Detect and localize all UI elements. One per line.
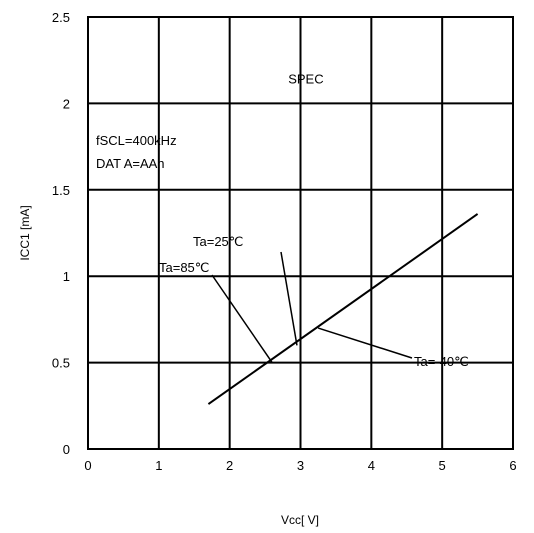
y-tick-label: 2.5 [52,10,70,25]
x-tick-label: 4 [368,458,375,473]
annotation-leader-1 [280,251,298,346]
series-line-0 [207,213,479,405]
x-tick-label: 1 [155,458,162,473]
y-tick-label: 1.5 [52,183,70,198]
y-tick-label: 0.5 [52,356,70,371]
x-tick-labels: 0 1 2 3 4 5 6 [84,458,516,473]
series-group [207,213,479,405]
label-ta-85: Ta=85℃ [159,260,209,275]
x-axis-label: Vcc[ V] [281,513,319,527]
y-tick-label: 1 [63,269,70,284]
condition-data: DAT A=AAh [96,156,165,171]
x-tick-label: 6 [509,458,516,473]
label-ta-minus-40: Ta=-40℃ [414,354,469,369]
x-tick-label: 3 [297,458,304,473]
x-tick-label: 0 [84,458,91,473]
annotation-leader-2 [317,327,413,359]
grid-lines [88,17,513,449]
annotation-leaders [211,251,413,364]
condition-fscl: fSCL=400kHz [96,133,177,148]
y-tick-label: 2 [63,96,70,111]
x-tick-label: 5 [439,458,446,473]
label-ta-25: Ta=25℃ [193,234,243,249]
y-axis-label: ICC1 [mA] [18,205,32,260]
y-tick-label: 0 [63,442,70,457]
annotation-leader-0 [211,274,273,364]
spec-label: SPEC [288,71,323,86]
x-tick-label: 2 [226,458,233,473]
y-tick-labels: 0 0.5 1 1.5 2 2.5 [52,10,70,457]
plot-area-frame [87,16,514,450]
